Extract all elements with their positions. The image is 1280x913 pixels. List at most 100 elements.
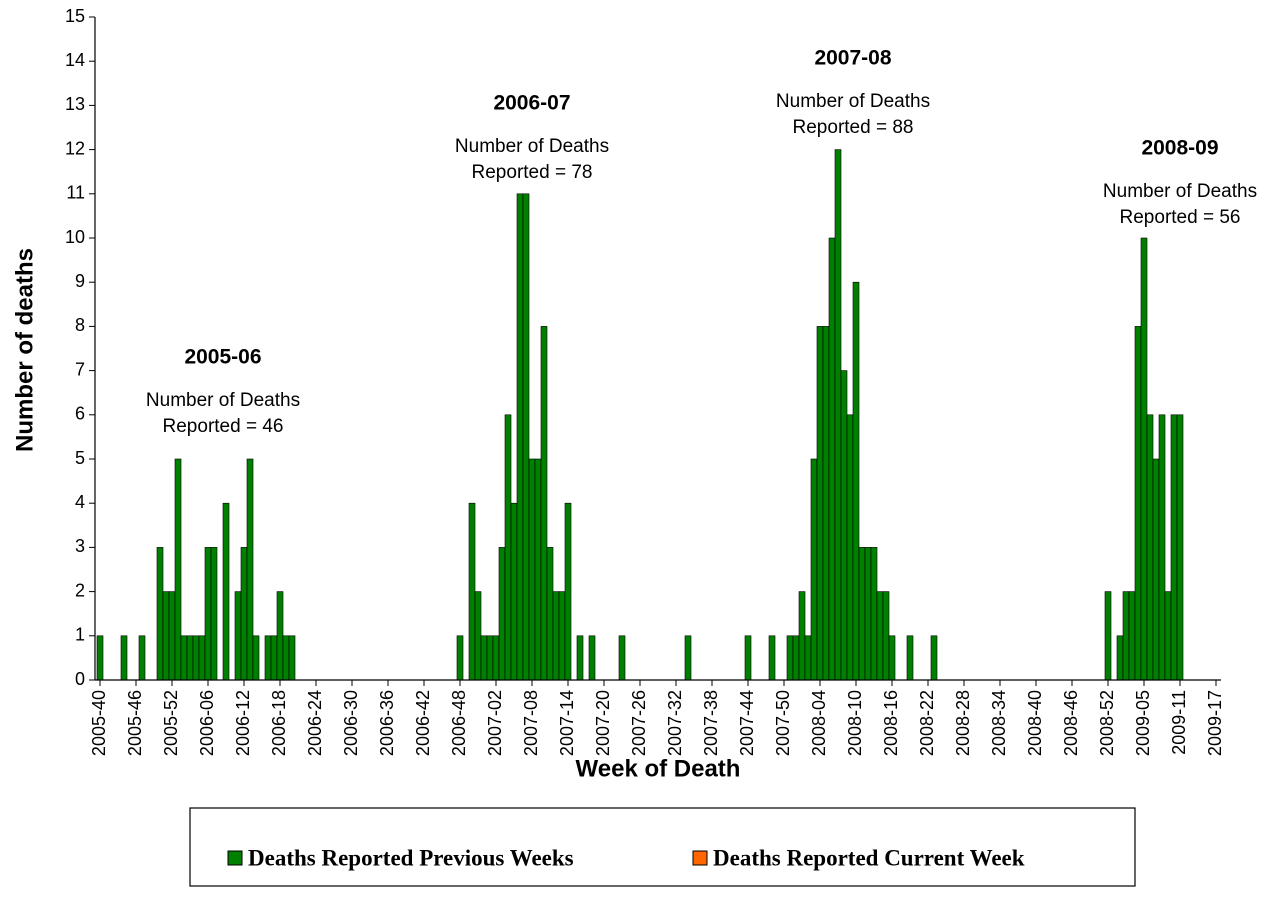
bar xyxy=(1158,414,1166,681)
y-tick-label: 8 xyxy=(75,315,85,335)
bar xyxy=(504,414,512,681)
bar xyxy=(906,635,914,681)
bar xyxy=(156,547,164,681)
bar xyxy=(486,635,494,681)
annotation-text: Number of Deaths xyxy=(455,136,609,157)
y-tick-label: 10 xyxy=(65,227,85,247)
legend-box xyxy=(189,807,1136,887)
bar xyxy=(522,193,530,681)
y-tick-label: 14 xyxy=(65,50,85,70)
bar xyxy=(684,635,692,681)
x-tick-label: 2006-12 xyxy=(233,690,253,756)
x-tick-label: 2008-52 xyxy=(1097,690,1117,756)
annotation-title: 2005-06 xyxy=(184,346,261,369)
bar xyxy=(804,635,812,681)
x-tick-label: 2008-04 xyxy=(809,690,829,756)
bar xyxy=(846,414,854,681)
bar xyxy=(588,635,596,681)
x-tick-label: 2009-17 xyxy=(1205,690,1225,756)
bar xyxy=(1122,591,1130,681)
y-tick-label: 5 xyxy=(75,448,85,468)
bar xyxy=(480,635,488,681)
y-tick-label: 7 xyxy=(75,359,85,379)
y-tick-label: 6 xyxy=(75,404,85,424)
x-tick-label: 2009-11 xyxy=(1169,690,1189,755)
bar xyxy=(576,635,584,681)
bar xyxy=(264,635,272,681)
bar xyxy=(840,370,848,681)
bar xyxy=(870,547,878,681)
bar xyxy=(240,547,248,681)
bar xyxy=(540,326,548,681)
bar xyxy=(810,458,818,681)
x-tick-label: 2006-36 xyxy=(377,690,397,756)
bar xyxy=(798,591,806,681)
y-axis-title: Number of deaths xyxy=(11,248,38,452)
x-tick-label: 2008-34 xyxy=(989,690,1009,756)
bar xyxy=(120,635,128,681)
bar xyxy=(816,326,824,681)
y-tick-label: 13 xyxy=(65,94,85,114)
bar xyxy=(282,635,290,681)
bar xyxy=(828,237,836,681)
bar xyxy=(162,591,170,681)
bar xyxy=(234,591,242,681)
bar xyxy=(510,502,518,681)
x-tick-label: 2008-22 xyxy=(917,690,937,756)
bar xyxy=(204,547,212,681)
y-tick-label: 0 xyxy=(75,669,85,689)
annotation-title: 2006-07 xyxy=(493,92,570,115)
bar xyxy=(1146,414,1154,681)
annotation-text: Number of Deaths xyxy=(1103,181,1257,202)
bar xyxy=(876,591,884,681)
bar xyxy=(168,591,176,681)
bar xyxy=(1164,591,1172,681)
legend-label: Deaths Reported Current Week xyxy=(713,845,1025,870)
x-tick-label: 2006-48 xyxy=(449,690,469,756)
bar xyxy=(252,635,260,681)
bar xyxy=(246,458,254,681)
bar xyxy=(1128,591,1136,681)
bar xyxy=(468,502,476,681)
x-tick-label: 2007-44 xyxy=(737,690,757,756)
bar xyxy=(1140,237,1148,681)
bar xyxy=(1116,635,1124,681)
x-tick-label: 2007-08 xyxy=(521,690,541,756)
bar xyxy=(456,635,464,681)
y-tick-label: 11 xyxy=(66,183,85,203)
x-tick-label: 2006-42 xyxy=(413,690,433,756)
bar xyxy=(558,591,566,681)
bar xyxy=(786,635,794,681)
annotation-text: Reported = 46 xyxy=(163,416,284,437)
bar xyxy=(1134,326,1142,681)
x-tick-label: 2007-50 xyxy=(773,690,793,756)
bar xyxy=(180,635,188,681)
bar xyxy=(564,502,572,681)
bar xyxy=(1152,458,1160,681)
bar xyxy=(768,635,776,681)
bar xyxy=(270,635,278,681)
bar xyxy=(546,547,554,681)
x-tick-label: 2007-38 xyxy=(701,690,721,756)
bar xyxy=(498,547,506,681)
bar xyxy=(882,591,890,681)
bar xyxy=(834,149,842,681)
x-tick-label: 2008-28 xyxy=(953,690,973,756)
bar xyxy=(1176,414,1184,681)
bar xyxy=(516,193,524,681)
legend-label: Deaths Reported Previous Weeks xyxy=(248,845,574,870)
bar xyxy=(138,635,146,681)
x-tick-label: 2007-02 xyxy=(485,690,505,756)
bar xyxy=(1104,591,1112,681)
annotation-title: 2008-09 xyxy=(1141,137,1218,160)
bar xyxy=(792,635,800,681)
bar xyxy=(744,635,752,681)
bar xyxy=(618,635,626,681)
bar xyxy=(528,458,536,681)
x-tick-label: 2006-18 xyxy=(269,690,289,756)
bar xyxy=(492,635,500,681)
legend-swatch xyxy=(692,850,708,866)
y-tick-label: 15 xyxy=(65,6,85,26)
legend-swatch xyxy=(227,850,243,866)
